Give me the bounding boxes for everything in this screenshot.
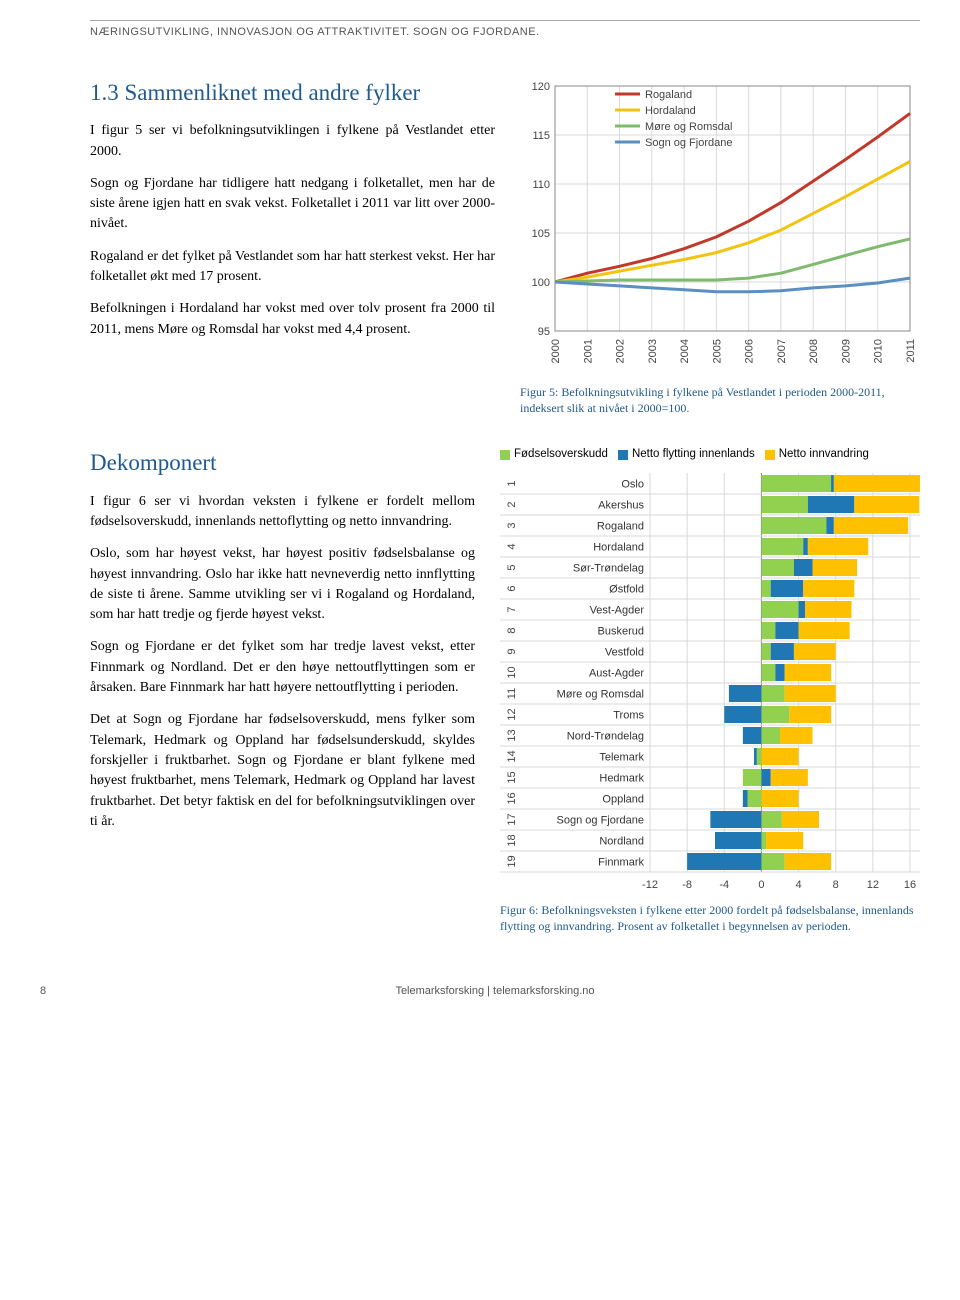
svg-text:Oppland: Oppland bbox=[602, 793, 644, 805]
section2-p3: Sogn og Fjordane er det fylket som har t… bbox=[90, 637, 475, 698]
svg-text:-8: -8 bbox=[682, 879, 692, 891]
svg-text:9: 9 bbox=[506, 648, 518, 654]
legend-item: Netto innvandring bbox=[765, 446, 869, 463]
page-header: NÆRINGSUTVIKLING, INNOVASJON OG ATTRAKTI… bbox=[90, 20, 920, 41]
svg-text:2010: 2010 bbox=[873, 339, 885, 363]
svg-text:Finnmark: Finnmark bbox=[598, 856, 644, 868]
page-number: 8 bbox=[40, 984, 70, 1000]
svg-text:18: 18 bbox=[506, 834, 518, 846]
svg-text:Møre og Romsdal: Møre og Romsdal bbox=[557, 688, 644, 700]
svg-text:Aust-Agder: Aust-Agder bbox=[589, 667, 644, 679]
svg-text:16: 16 bbox=[506, 792, 518, 804]
svg-text:2004: 2004 bbox=[679, 339, 691, 363]
svg-text:Vestfold: Vestfold bbox=[605, 646, 644, 658]
svg-text:0: 0 bbox=[758, 879, 764, 891]
svg-text:4: 4 bbox=[796, 879, 802, 891]
svg-text:3: 3 bbox=[506, 522, 518, 528]
svg-text:1: 1 bbox=[506, 480, 518, 486]
svg-text:Vest-Agder: Vest-Agder bbox=[590, 604, 645, 616]
chart5-line-chart: 95 100 105 110 115 120 2000 2001 2002 2003 2004 200… bbox=[520, 76, 920, 376]
svg-text:2001: 2001 bbox=[582, 339, 594, 363]
svg-text:7: 7 bbox=[506, 606, 518, 612]
svg-text:12: 12 bbox=[506, 708, 518, 720]
chart6-bar-chart: -12 -8 -4 0 4 8 12 16 1 Oslo 2 Akershus 3 Rogaland 4 Ho… bbox=[500, 469, 920, 894]
svg-text:110: 110 bbox=[532, 179, 550, 191]
section2-p1: I figur 6 ser vi hvordan veksten i fylke… bbox=[90, 492, 475, 533]
svg-text:2005: 2005 bbox=[711, 339, 723, 363]
svg-text:2011: 2011 bbox=[905, 339, 917, 363]
section1-title: 1.3 Sammenliknet med andre fylker bbox=[90, 76, 495, 109]
footer-text: Telemarksforsking | telemarksforsking.no bbox=[70, 984, 920, 1000]
chart5-caption: Figur 5: Befolkningsutvikling i fylkene … bbox=[520, 384, 920, 416]
svg-text:2003: 2003 bbox=[647, 339, 659, 363]
svg-text:Nord-Trøndelag: Nord-Trøndelag bbox=[567, 730, 644, 742]
svg-text:13: 13 bbox=[506, 729, 518, 741]
svg-text:19: 19 bbox=[506, 855, 518, 867]
svg-text:Hordaland: Hordaland bbox=[645, 105, 696, 117]
page-footer: 8 Telemarksforsking | telemarksforsking.… bbox=[90, 984, 920, 1000]
svg-text:5: 5 bbox=[506, 564, 518, 570]
svg-text:8: 8 bbox=[506, 627, 518, 633]
chart6-legend: Fødselsoverskudd Netto flytting innenland… bbox=[500, 446, 920, 463]
svg-text:17: 17 bbox=[506, 813, 518, 825]
svg-text:2006: 2006 bbox=[744, 339, 756, 363]
svg-text:105: 105 bbox=[532, 228, 550, 240]
svg-text:Hordaland: Hordaland bbox=[593, 541, 644, 553]
svg-text:12: 12 bbox=[867, 879, 879, 891]
svg-text:2: 2 bbox=[506, 501, 518, 507]
svg-text:2000: 2000 bbox=[550, 339, 562, 363]
section1-p4: Befolkningen i Hordaland har vokst med o… bbox=[90, 299, 495, 340]
svg-text:2007: 2007 bbox=[776, 339, 788, 363]
svg-text:115: 115 bbox=[532, 130, 550, 142]
svg-text:Rogaland: Rogaland bbox=[597, 520, 644, 532]
svg-text:Troms: Troms bbox=[613, 709, 644, 721]
svg-text:2009: 2009 bbox=[840, 339, 852, 363]
section1-p3: Rogaland er det fylket på Vestlandet som… bbox=[90, 247, 495, 288]
svg-text:Telemark: Telemark bbox=[599, 751, 644, 763]
svg-text:Oslo: Oslo bbox=[621, 478, 644, 490]
section1-p2: Sogn og Fjordane har tidligere hatt nedg… bbox=[90, 174, 495, 235]
svg-text:120: 120 bbox=[532, 81, 550, 93]
svg-text:11: 11 bbox=[506, 688, 518, 699]
section1-p1: I figur 5 ser vi befolkningsutviklingen … bbox=[90, 121, 495, 162]
svg-text:Østfold: Østfold bbox=[609, 583, 644, 595]
svg-text:14: 14 bbox=[506, 750, 518, 762]
svg-text:8: 8 bbox=[833, 879, 839, 891]
svg-text:4: 4 bbox=[506, 543, 518, 549]
svg-text:6: 6 bbox=[506, 585, 518, 591]
section2-title: Dekomponert bbox=[90, 446, 475, 479]
svg-text:15: 15 bbox=[506, 771, 518, 783]
legend-item: Netto flytting innenlands bbox=[618, 446, 755, 463]
section2-p2: Oslo, som har høyest vekst, har høyest p… bbox=[90, 544, 475, 625]
svg-text:2008: 2008 bbox=[808, 339, 820, 363]
svg-text:Sogn og Fjordane: Sogn og Fjordane bbox=[645, 137, 732, 149]
svg-text:Akershus: Akershus bbox=[598, 499, 644, 511]
svg-text:Sogn og Fjordane: Sogn og Fjordane bbox=[557, 814, 644, 826]
svg-text:Nordland: Nordland bbox=[599, 835, 644, 847]
svg-text:10: 10 bbox=[506, 666, 518, 678]
svg-text:Sør-Trøndelag: Sør-Trøndelag bbox=[573, 562, 644, 574]
svg-text:16: 16 bbox=[904, 879, 916, 891]
svg-text:-4: -4 bbox=[719, 879, 729, 891]
svg-text:100: 100 bbox=[532, 277, 550, 289]
svg-text:Buskerud: Buskerud bbox=[598, 625, 644, 637]
legend-item: Fødselsoverskudd bbox=[500, 446, 608, 463]
chart6-caption: Figur 6: Befolkningsveksten i fylkene et… bbox=[500, 902, 920, 934]
svg-text:Hedmark: Hedmark bbox=[599, 772, 644, 784]
svg-text:Møre og Romsdal: Møre og Romsdal bbox=[645, 121, 732, 133]
svg-text:2002: 2002 bbox=[615, 339, 627, 363]
svg-text:-12: -12 bbox=[642, 879, 658, 891]
section2-p4: Det at Sogn og Fjordane har fødselsovers… bbox=[90, 710, 475, 832]
svg-text:95: 95 bbox=[538, 326, 550, 338]
svg-text:Rogaland: Rogaland bbox=[645, 89, 692, 101]
